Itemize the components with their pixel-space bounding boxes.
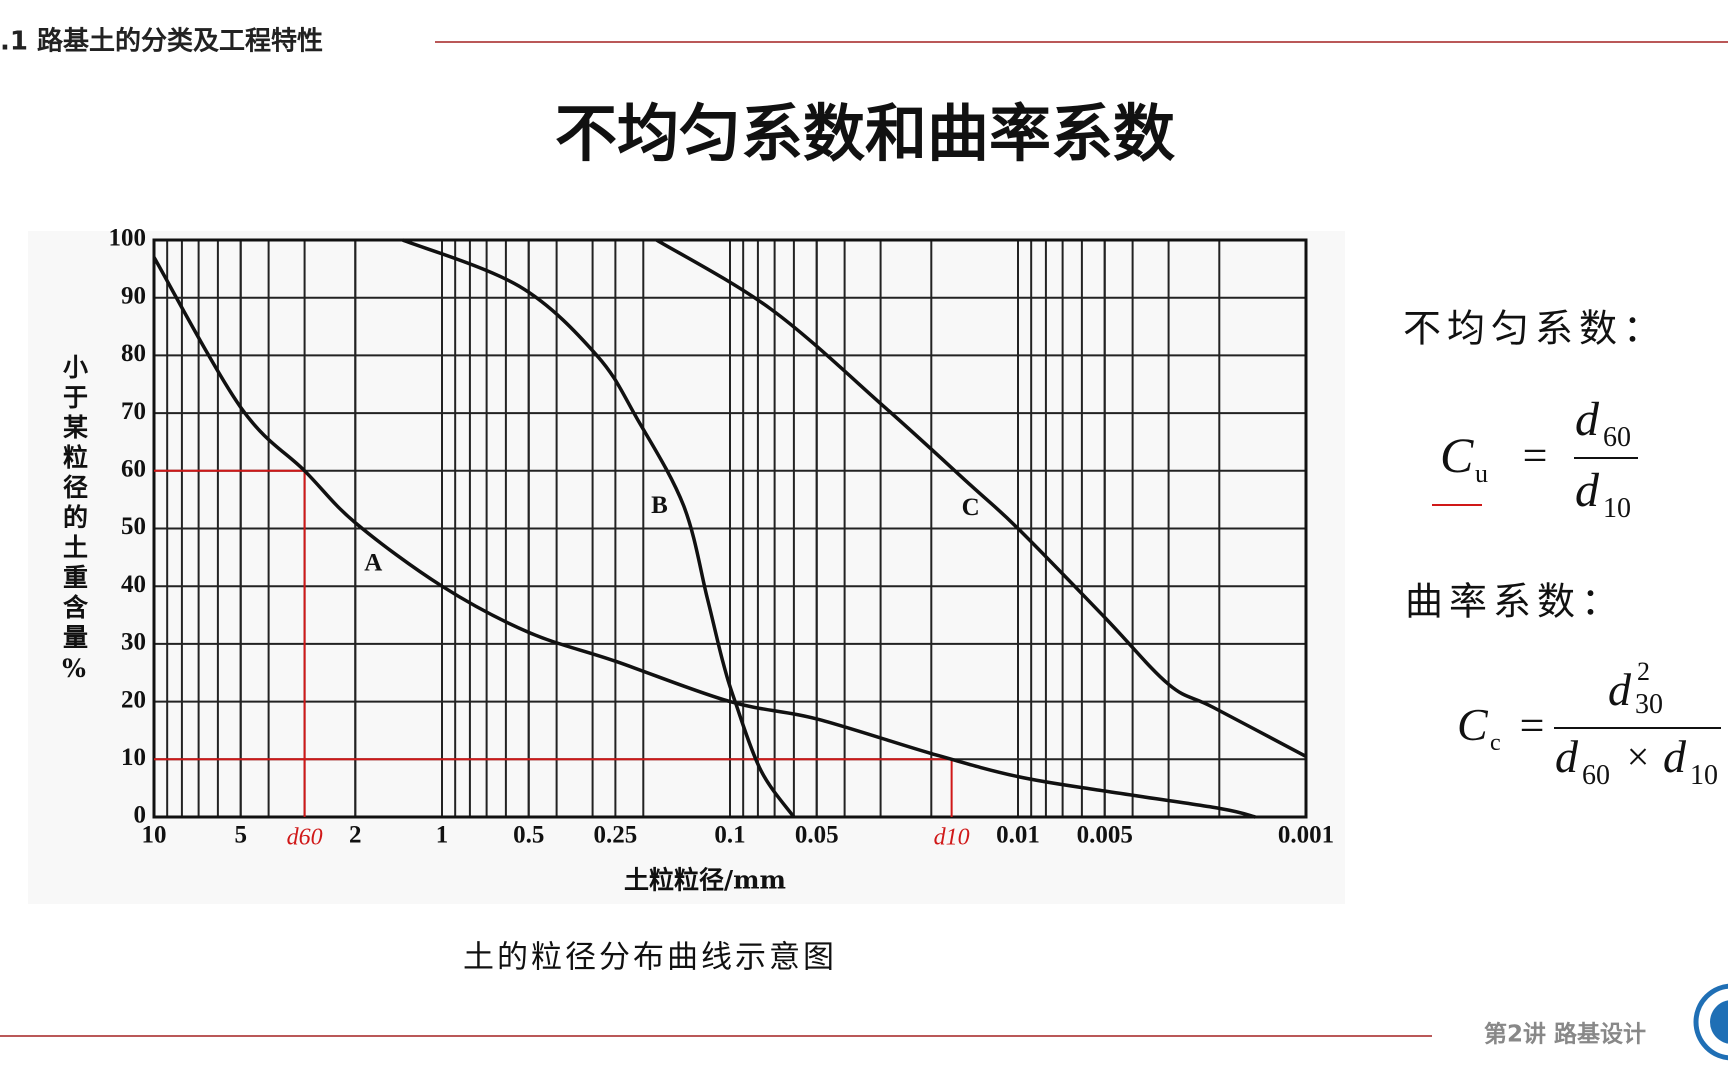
y-tick-label: 10 bbox=[121, 744, 146, 771]
plot-frame bbox=[152, 238, 1308, 819]
y-tick-label: 80 bbox=[121, 340, 146, 367]
chart-caption: 土的粒径分布曲线示意图 bbox=[463, 940, 837, 976]
x-tick-label: 0.05 bbox=[795, 822, 839, 849]
x-tick-label: 1 bbox=[436, 822, 449, 849]
y-axis-label: 小于某粒径的土重含量% bbox=[60, 354, 89, 688]
y-tick-label: 70 bbox=[121, 398, 146, 425]
x-tick-label: 0.25 bbox=[594, 822, 638, 849]
formula-symbol: C bbox=[1457, 699, 1489, 750]
formula-subscript: 10 bbox=[1690, 760, 1718, 791]
formula-symbol: d bbox=[1608, 664, 1632, 715]
equals-sign: = bbox=[1520, 701, 1545, 750]
formula-subscript: c bbox=[1490, 730, 1501, 756]
slide-title: 不均匀系数和曲率系数 bbox=[555, 97, 1175, 170]
y-tick-label: 60 bbox=[121, 456, 146, 483]
x-tick-label: 2 bbox=[349, 822, 362, 849]
section-title: .1 路基土的分类及工程特性 bbox=[0, 26, 323, 57]
formula-symbol: d bbox=[1575, 464, 1600, 517]
chart-background bbox=[28, 231, 1345, 904]
x-tick-label: 5 bbox=[234, 822, 247, 849]
curve-label: B bbox=[651, 492, 668, 519]
x-tick-label: 0.1 bbox=[714, 822, 745, 849]
curve-label: C bbox=[962, 494, 980, 521]
y-tick-label: 100 bbox=[109, 225, 147, 252]
y-tick-label: 0 bbox=[134, 802, 147, 829]
y-tick-label: 50 bbox=[121, 513, 146, 540]
formula-subscript: 60 bbox=[1603, 422, 1631, 453]
x-tick-label: 0.005 bbox=[1077, 822, 1133, 849]
formula-subscript: 60 bbox=[1582, 760, 1610, 791]
annotation-label: d60 bbox=[287, 825, 323, 851]
formula-symbol: d bbox=[1663, 731, 1687, 782]
formula-subscript: 30 bbox=[1635, 689, 1663, 720]
equals-sign: = bbox=[1523, 431, 1548, 480]
y-tick-label: 30 bbox=[121, 629, 146, 656]
formula-symbol: C bbox=[1440, 427, 1474, 483]
formula-symbol: d bbox=[1555, 731, 1579, 782]
y-tick-label: 90 bbox=[121, 282, 146, 309]
logo-center bbox=[1710, 1000, 1728, 1044]
curve bbox=[655, 238, 1307, 758]
curve-label: A bbox=[364, 549, 382, 576]
x-tick-label: 0.001 bbox=[1278, 822, 1334, 849]
x-tick-label: 10 bbox=[142, 822, 167, 849]
formula-heading: 不均匀系数： bbox=[1403, 307, 1667, 351]
formula-subscript: 10 bbox=[1603, 493, 1631, 524]
formula-heading: 曲率系数： bbox=[1405, 580, 1625, 624]
y-tick-label: 40 bbox=[121, 571, 146, 598]
formula-subscript: u bbox=[1475, 459, 1488, 488]
annotation-label: d10 bbox=[934, 825, 970, 851]
y-tick-label: 20 bbox=[121, 686, 146, 713]
formula-superscript: 2 bbox=[1637, 657, 1650, 686]
times-sign: × bbox=[1627, 734, 1650, 779]
x-tick-label: 0.01 bbox=[996, 822, 1040, 849]
curve bbox=[401, 238, 796, 819]
formula-symbol: d bbox=[1575, 393, 1600, 446]
x-tick-label: 0.5 bbox=[513, 822, 544, 849]
footer-text: 第2讲 路基设计 bbox=[1484, 1021, 1646, 1048]
x-axis-label: 土粒粒径/mm bbox=[624, 866, 786, 895]
curve bbox=[152, 256, 1256, 819]
